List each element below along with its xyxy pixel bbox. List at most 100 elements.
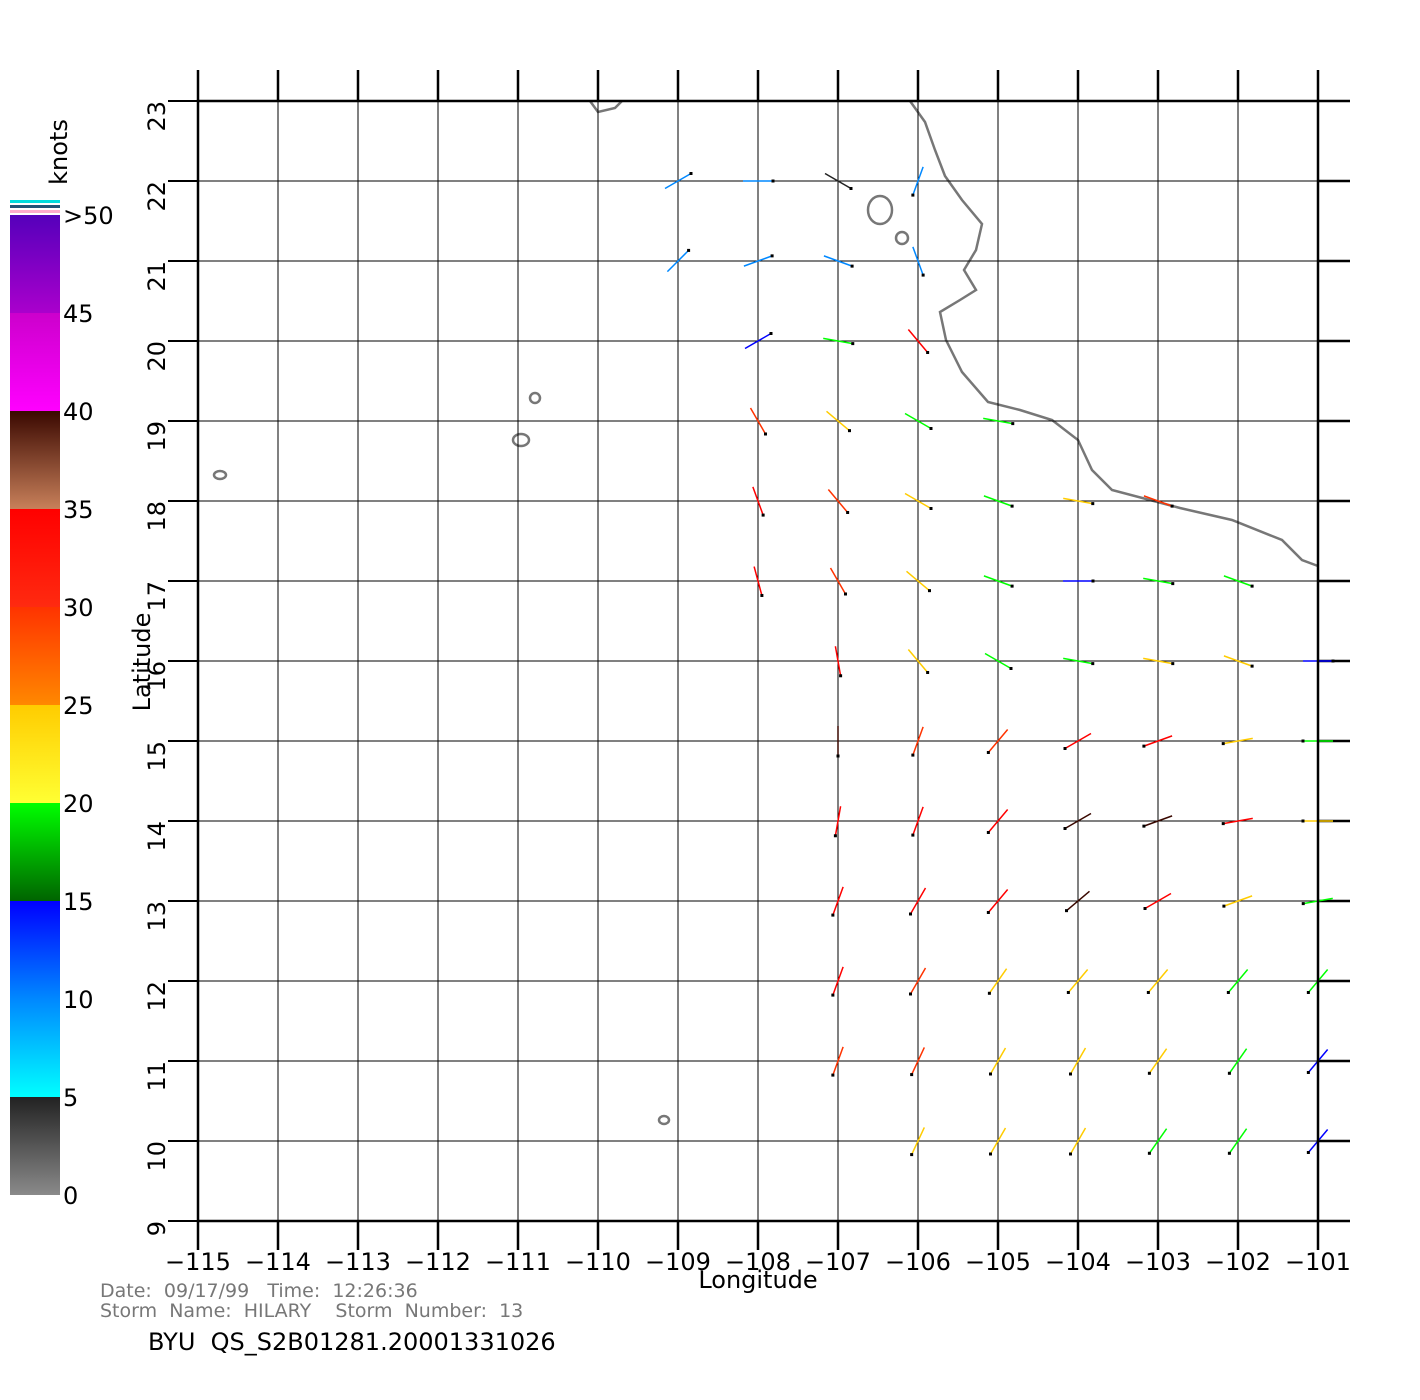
- colorbar-tick-label: 15: [63, 888, 94, 916]
- wind-vector-head: [1066, 990, 1070, 994]
- wind-vector-head: [989, 1072, 992, 1076]
- wind-vector-head: [1301, 819, 1305, 823]
- x-tick-label: −114: [245, 1248, 311, 1276]
- wind-vector: [832, 1046, 844, 1076]
- wind-vector-head: [921, 273, 925, 277]
- y-tick-label: 20: [143, 341, 171, 372]
- wind-vector-head: [1331, 659, 1335, 663]
- wind-vector-head: [1091, 502, 1095, 506]
- wind-vector: [827, 489, 849, 513]
- x-tick-label: −108: [725, 1248, 791, 1276]
- wind-vector-head: [760, 593, 764, 597]
- wind-vector: [987, 809, 1009, 833]
- wind-vector: [910, 1047, 926, 1075]
- y-tick-label: 10: [143, 1141, 171, 1172]
- x-tick-label: −102: [1205, 1248, 1271, 1276]
- wind-vector: [834, 646, 842, 676]
- wind-vector-head: [1221, 822, 1225, 826]
- file-name: BYU QS_S2B01281.20001331026: [148, 1328, 556, 1356]
- colorbar-tick-label: 0: [63, 1182, 78, 1210]
- y-tick-label: 14: [143, 821, 171, 852]
- colorbar-segment: [10, 1097, 60, 1195]
- wind-vector: [749, 407, 767, 435]
- wind-vector-head: [909, 912, 912, 916]
- colorbar-segment: [10, 901, 60, 999]
- wind-vector-head: [1147, 1071, 1151, 1075]
- wind-vector: [988, 968, 1008, 994]
- wind-vector-head: [929, 427, 933, 430]
- island: [866, 194, 894, 226]
- wind-vector: [826, 410, 850, 432]
- y-tick-label: 12: [143, 981, 171, 1012]
- wind-vector: [910, 1127, 926, 1155]
- wind-vector-head: [1250, 664, 1254, 668]
- wind-vector-head: [1306, 990, 1310, 994]
- wind-vector-head: [1010, 584, 1014, 588]
- wind-vector-head: [989, 1152, 992, 1156]
- wind-vector: [987, 889, 1009, 913]
- wind-vector: [832, 966, 844, 996]
- wind-vector: [752, 486, 764, 516]
- wind-vector-head: [831, 1073, 835, 1077]
- wind-vector-head: [1091, 662, 1095, 666]
- wind-vector: [906, 570, 930, 592]
- wind-vector: [1143, 495, 1173, 507]
- colorbar-segment: [10, 411, 60, 509]
- y-tick-label: 18: [143, 501, 171, 532]
- wind-vector-head: [770, 254, 774, 258]
- colorbar-cap: [10, 205, 60, 208]
- wind-vector: [1143, 815, 1173, 827]
- wind-vector: [1143, 735, 1173, 747]
- wind-vector: [666, 249, 690, 273]
- wind-vector-head: [1222, 904, 1226, 908]
- wind-vector-head: [1306, 1150, 1310, 1154]
- wind-vector-head: [1306, 1070, 1310, 1074]
- x-tick-label: −107: [805, 1248, 871, 1276]
- wind-vector-head: [850, 264, 854, 268]
- wind-vector: [1147, 969, 1169, 993]
- wind-vector-head: [1227, 1071, 1231, 1075]
- y-tick-label: 11: [143, 1061, 171, 1092]
- y-tick-label: 22: [143, 181, 171, 212]
- wind-vector: [753, 566, 763, 596]
- wind-vector-head: [911, 753, 915, 757]
- wind-vector: [1064, 812, 1092, 830]
- wind-vector-head: [911, 833, 915, 837]
- wind-vector: [1066, 890, 1090, 912]
- wind-vector-head: [847, 429, 851, 433]
- wind-vector-head: [761, 513, 765, 517]
- wind-vector: [1069, 1127, 1087, 1155]
- grid: −115 −114 −113 −112 −111 −110 −109 −108 −107 −106…: [143, 70, 1351, 1276]
- wind-vector-head: [1250, 584, 1254, 588]
- colorbar: 0 5 10 15 20 25 30 35 40 45 >50: [10, 200, 114, 1210]
- wind-vector: [912, 806, 924, 836]
- colorbar-cap: [10, 200, 60, 203]
- wind-vector-head: [927, 589, 931, 593]
- colorbar-segment: [10, 509, 60, 607]
- wind-vector: [907, 329, 929, 353]
- coastline: [212, 100, 1319, 1126]
- wind-vector: [1148, 1128, 1168, 1154]
- wind-vector-head: [846, 510, 850, 514]
- wind-vector: [1227, 969, 1249, 993]
- colorbar-tick-label: 5: [63, 1084, 78, 1112]
- x-tick-label: −103: [1125, 1248, 1191, 1276]
- x-tick-label: −111: [485, 1248, 551, 1276]
- wind-vector-head: [836, 754, 840, 758]
- wind-vector: [829, 567, 847, 595]
- wind-vector-head: [929, 507, 933, 510]
- wind-vector: [664, 172, 692, 190]
- wind-vector-head: [926, 670, 930, 674]
- island: [528, 391, 542, 405]
- wind-vector: [912, 166, 924, 196]
- colorbar-tick-label: 35: [63, 496, 94, 524]
- storm-line: Storm Name: HILARY Storm Number: 13: [100, 1300, 523, 1322]
- wind-vector-head: [687, 248, 691, 252]
- wind-vector: [1223, 817, 1253, 825]
- wind-vector-head: [1069, 1072, 1072, 1076]
- wind-vector: [983, 417, 1013, 425]
- wind-vector-head: [1301, 902, 1305, 906]
- y-tick-label: 16: [143, 661, 171, 692]
- x-tick-label: −115: [165, 1248, 231, 1276]
